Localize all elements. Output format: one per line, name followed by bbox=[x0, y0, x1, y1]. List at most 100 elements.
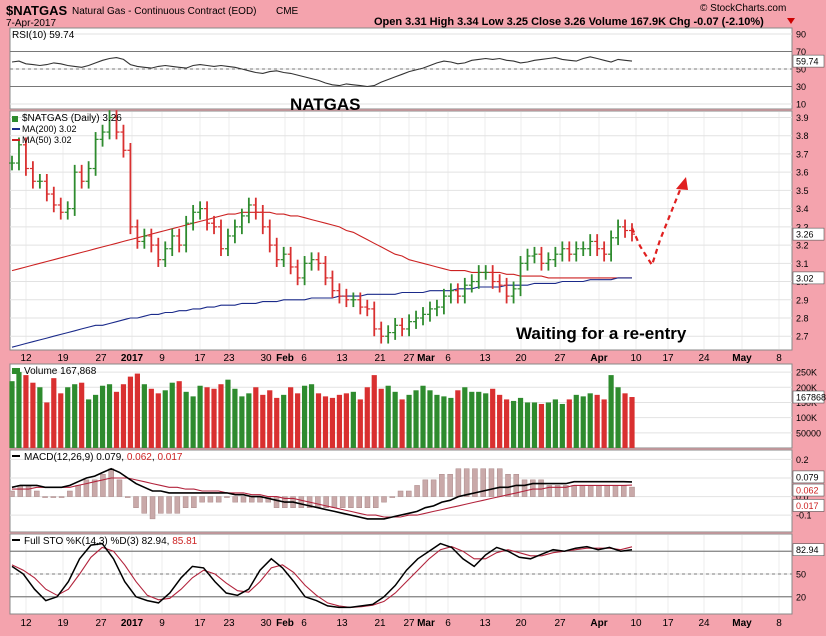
macd-histogram-bar bbox=[315, 496, 321, 508]
ma-last-value-box bbox=[792, 271, 825, 285]
macd-histogram-bar bbox=[248, 496, 255, 503]
volume-tick-label: 100K bbox=[796, 413, 817, 423]
price-legend: $NATGAS (Daily) 3.26 bbox=[22, 113, 122, 124]
macd-histogram-bar bbox=[364, 496, 371, 508]
macd-histogram-bar bbox=[91, 479, 98, 497]
macd-histogram-bar bbox=[9, 490, 15, 497]
macd-histogram-bar bbox=[546, 485, 553, 497]
volume-bar bbox=[469, 391, 475, 448]
macd-histogram-bar bbox=[50, 496, 57, 498]
macd-histogram-bar bbox=[191, 496, 197, 508]
volume-bar bbox=[580, 396, 586, 448]
volume-bar bbox=[476, 391, 482, 448]
axis-labels: 12 19 27 2017 9 17 23 Feb 6 13 21 27 Mar 6 13 20 27 Apr 10… bbox=[20, 30, 826, 630]
date-axis-label: 13 bbox=[336, 618, 348, 629]
macd-tick-label: 0.2 bbox=[796, 455, 809, 465]
stochastic-last-value: 82.94 bbox=[796, 545, 819, 555]
macd-histogram-bar bbox=[406, 490, 412, 497]
volume-bar bbox=[308, 384, 315, 448]
date-axis-label: 27 bbox=[554, 353, 566, 364]
volume-legend: Volume 167,868 bbox=[24, 366, 97, 377]
volume-bar bbox=[378, 388, 384, 448]
rsi-tick-label: 30 bbox=[796, 82, 806, 92]
date-axis-label: 23 bbox=[223, 618, 235, 629]
macd-tick-label: -0.1 bbox=[796, 511, 812, 521]
date-axis-label: 13 bbox=[479, 353, 491, 364]
macd-histogram-bar bbox=[75, 485, 81, 497]
volume-bar bbox=[58, 393, 64, 448]
macd-histogram-bar bbox=[414, 485, 420, 497]
ma-last-value: 3.02 bbox=[796, 273, 814, 283]
price-last-value: 3.26 bbox=[796, 230, 814, 240]
volume-bar bbox=[497, 394, 503, 448]
date-axis-label: 9 bbox=[159, 618, 165, 629]
chevron-down-icon[interactable] bbox=[787, 18, 795, 24]
natgas-annotation: NATGAS bbox=[290, 95, 361, 114]
date-axis-label: 9 bbox=[159, 353, 165, 364]
volume-bar bbox=[483, 393, 489, 448]
projection-arrowhead bbox=[676, 177, 688, 190]
volume-bar bbox=[23, 375, 29, 448]
date-axis-label: Feb bbox=[276, 618, 294, 629]
gridlines bbox=[10, 33, 792, 613]
macd-histogram-bar bbox=[58, 496, 65, 498]
rsi-line bbox=[11, 56, 633, 88]
date-axis-label: 27 bbox=[403, 618, 415, 629]
volume-bar bbox=[608, 375, 614, 448]
volume-bar bbox=[197, 385, 203, 448]
date-axis-label: 17 bbox=[662, 353, 674, 364]
date-axis-label: 27 bbox=[95, 353, 107, 364]
date-axis-label: 27 bbox=[403, 353, 415, 364]
macd-line bbox=[11, 467, 633, 520]
volume-bar bbox=[455, 390, 461, 448]
macd-histogram-bar bbox=[182, 496, 189, 508]
volume-bar bbox=[531, 402, 538, 448]
date-axis-label: 17 bbox=[194, 353, 206, 364]
macd-histogram-bar bbox=[348, 496, 354, 508]
volume-bar bbox=[190, 396, 196, 448]
volume-bar bbox=[9, 381, 15, 448]
volume-bar bbox=[566, 399, 572, 448]
rsi-tick-label: 50 bbox=[796, 65, 806, 75]
date-axis-label: 8 bbox=[776, 618, 782, 629]
price-tick-label: 3.7 bbox=[796, 149, 809, 159]
macd-histogram-bar bbox=[166, 496, 172, 514]
date-axis-label: 19 bbox=[57, 618, 69, 629]
volume-bar bbox=[350, 391, 356, 448]
volume-bar bbox=[615, 387, 621, 448]
volume-bar bbox=[106, 384, 113, 448]
macd-histogram-bar bbox=[422, 479, 429, 497]
macd-histogram-bar bbox=[17, 485, 24, 497]
macd-histogram-bar bbox=[25, 485, 32, 497]
date-axis-label: 6 bbox=[445, 618, 451, 629]
macd-signal-last-value-box bbox=[792, 483, 825, 497]
ma50-line bbox=[11, 211, 632, 279]
volume-bar bbox=[504, 399, 510, 448]
volume-bar bbox=[79, 382, 85, 448]
macd-histogram-bar bbox=[530, 479, 536, 497]
macd-histogram-bar bbox=[372, 496, 379, 508]
macd-histogram-bar bbox=[629, 486, 635, 497]
instrument-name: Natural Gas - Continuous Contract (EOD) bbox=[72, 6, 257, 17]
macd-histogram-bar bbox=[571, 485, 577, 497]
macd-histogram-bar bbox=[100, 474, 106, 497]
date-axis-label: 21 bbox=[374, 618, 386, 629]
volume-bar bbox=[127, 376, 134, 448]
volume-bar bbox=[295, 393, 301, 448]
volume-bar bbox=[587, 393, 593, 448]
volume-bar bbox=[490, 388, 496, 448]
volume-bar bbox=[232, 388, 238, 448]
volume-bar bbox=[113, 391, 120, 448]
volume-bar bbox=[176, 381, 182, 448]
volume-bar bbox=[315, 393, 322, 448]
date-axis-label: Feb bbox=[276, 353, 294, 364]
macd-histogram-bar bbox=[339, 496, 346, 508]
volume-bar bbox=[343, 393, 349, 448]
volume-bar bbox=[545, 402, 552, 448]
ma50-legend: MA(50) 3.02 bbox=[22, 135, 72, 145]
macd-histogram-bar bbox=[612, 485, 619, 497]
price-last-value-box bbox=[792, 227, 825, 241]
volume-bar bbox=[434, 394, 440, 448]
price-tick-label: 3.2 bbox=[796, 241, 809, 251]
volume-last-value: 167868 bbox=[796, 393, 826, 403]
